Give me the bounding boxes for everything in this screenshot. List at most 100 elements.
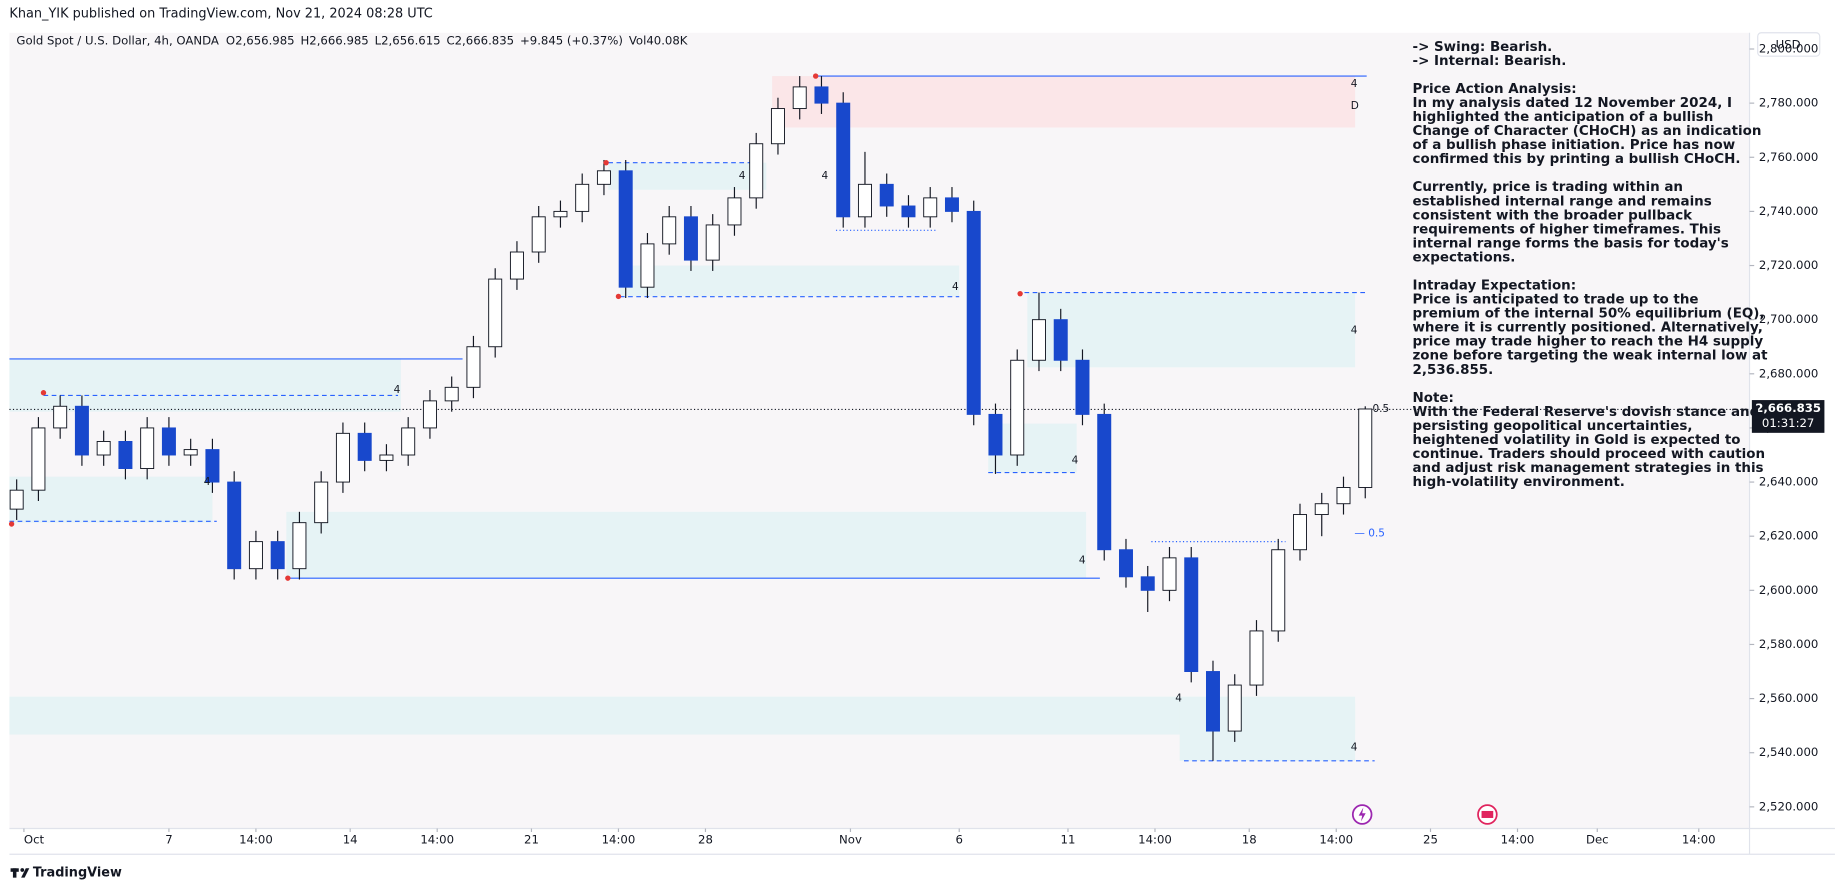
zone: [619, 265, 960, 297]
x-tick-label: 11: [1061, 833, 1076, 847]
ohlc-value: H2,666.985: [300, 33, 368, 47]
note-line: confirmed this by printing a bullish CHo…: [1413, 152, 1741, 167]
candle-body: [966, 210, 981, 415]
zone: [1179, 702, 1356, 761]
note-line: high-volatility environment.: [1413, 475, 1625, 490]
candle-body: [814, 86, 829, 104]
ohlc-value: C2,666.835: [446, 33, 514, 47]
note-line: persisting geopolitical uncertainties,: [1413, 419, 1693, 434]
note-line: continue. Traders should proceed with ca…: [1413, 447, 1766, 462]
candle-body: [901, 205, 916, 218]
swing-point: [40, 390, 47, 396]
ohlc-value: L2,656.615: [375, 33, 441, 47]
zone: [608, 162, 767, 190]
x-tick-label: 6: [956, 833, 963, 847]
annotation: 4: [821, 170, 828, 182]
published-line: Khan_YIK published on TradingView.com, N…: [9, 7, 432, 22]
ohlc-value: Vol40.08K: [629, 33, 688, 47]
swing-point: [812, 73, 819, 79]
candle-body: [509, 251, 524, 280]
y-tick-label: 2,740.000: [1759, 204, 1818, 218]
y-tick-label: 2,780.000: [1759, 96, 1818, 110]
candle-body: [1205, 671, 1220, 732]
candle-body: [770, 108, 785, 145]
candle-body: [988, 413, 1003, 456]
candle-body: [1293, 514, 1307, 551]
candle-body: [466, 346, 481, 388]
note-line: consistent with the broader pullback: [1413, 208, 1694, 223]
swing-point: [1017, 290, 1023, 297]
candle-body: [161, 427, 176, 456]
candle-body: [683, 216, 698, 261]
candle-body: [792, 86, 807, 110]
note-line: Note:: [1413, 391, 1454, 406]
note-line: -> Internal: Bearish.: [1413, 54, 1567, 69]
annotation: 4: [1072, 454, 1079, 466]
candle-body: [705, 224, 720, 261]
candle-body: [96, 440, 111, 456]
currency-box[interactable]: [1757, 32, 1821, 57]
note-line: highlighted the anticipation of a bullis…: [1413, 110, 1714, 125]
note-line: In my analysis dated 12 November 2024, I: [1413, 96, 1733, 111]
candle-body: [74, 405, 89, 456]
candle-body: [53, 405, 68, 429]
note-line: 2,536.855.: [1413, 363, 1494, 378]
candle-body: [118, 440, 133, 469]
y-tick-label: 2,580.000: [1759, 637, 1818, 651]
zone: [9, 358, 401, 412]
annotation: D: [1351, 100, 1359, 112]
x-tick-label: 28: [698, 833, 713, 847]
note-line: internal range forms the basis for today…: [1413, 236, 1729, 251]
candle-body: [444, 386, 459, 402]
x-tick-label: 7: [165, 833, 172, 847]
note-line: Price Action Analysis:: [1413, 82, 1577, 97]
annotation: 4: [1351, 324, 1358, 336]
candle-body: [662, 216, 677, 245]
candle-body: [1227, 684, 1242, 732]
y-tick-label: 2,640.000: [1759, 475, 1818, 489]
y-tick-label: 2,700.000: [1759, 312, 1818, 326]
candle-body: [205, 449, 220, 483]
candle-body: [749, 143, 764, 199]
y-tick-label: 2,560.000: [1759, 691, 1818, 705]
candle-body: [314, 481, 329, 524]
candle-body: [357, 432, 372, 461]
candle-body: [1249, 630, 1264, 686]
zone: [988, 423, 1077, 473]
candle-body: [292, 522, 307, 570]
symbol: Gold Spot / U.S. Dollar, 4h, OANDA: [16, 33, 218, 47]
swing-point: [8, 521, 15, 527]
x-tick-label: 14: [343, 833, 358, 847]
candle-body: [422, 400, 437, 429]
ohlc-value: +9.845 (+0.37%): [520, 33, 623, 47]
annotation: 0.5: [1372, 403, 1389, 415]
x-tick-label: 18: [1242, 833, 1257, 847]
note-line: Price is anticipated to trade up to the: [1413, 293, 1699, 308]
note-line: and adjust risk management strategies in…: [1413, 461, 1764, 476]
x-tick-label: 14:00: [420, 833, 454, 847]
y-tick-label: 2,620.000: [1759, 529, 1818, 543]
annotation: 4: [952, 281, 959, 293]
note-line: -> Swing: Bearish.: [1413, 40, 1553, 55]
last-price-box: [1751, 400, 1825, 433]
note-line: zone before targeting the weak internal …: [1413, 349, 1769, 364]
event-icons[interactable]: [1351, 804, 1498, 825]
note-line: expectations.: [1413, 250, 1516, 265]
x-tick-label: 14:00: [1501, 833, 1535, 847]
candle-body: [596, 170, 611, 185]
brand: TradingView: [33, 865, 122, 880]
y-tick-label: 2,760.000: [1759, 150, 1818, 164]
swing-point: [615, 293, 622, 300]
candle-body: [1097, 413, 1112, 551]
candle-body: [553, 210, 568, 218]
plot-area: [9, 32, 1750, 829]
candle-body: [923, 197, 938, 218]
candle-body: [488, 278, 503, 348]
y-tick-label: 2,680.000: [1759, 366, 1818, 380]
candle-body: [1031, 319, 1046, 361]
zone: [9, 696, 1356, 735]
candle-body: [401, 427, 416, 456]
x-tick-label: 14:00: [602, 833, 636, 847]
y-tick-label: 2,600.000: [1759, 583, 1818, 597]
